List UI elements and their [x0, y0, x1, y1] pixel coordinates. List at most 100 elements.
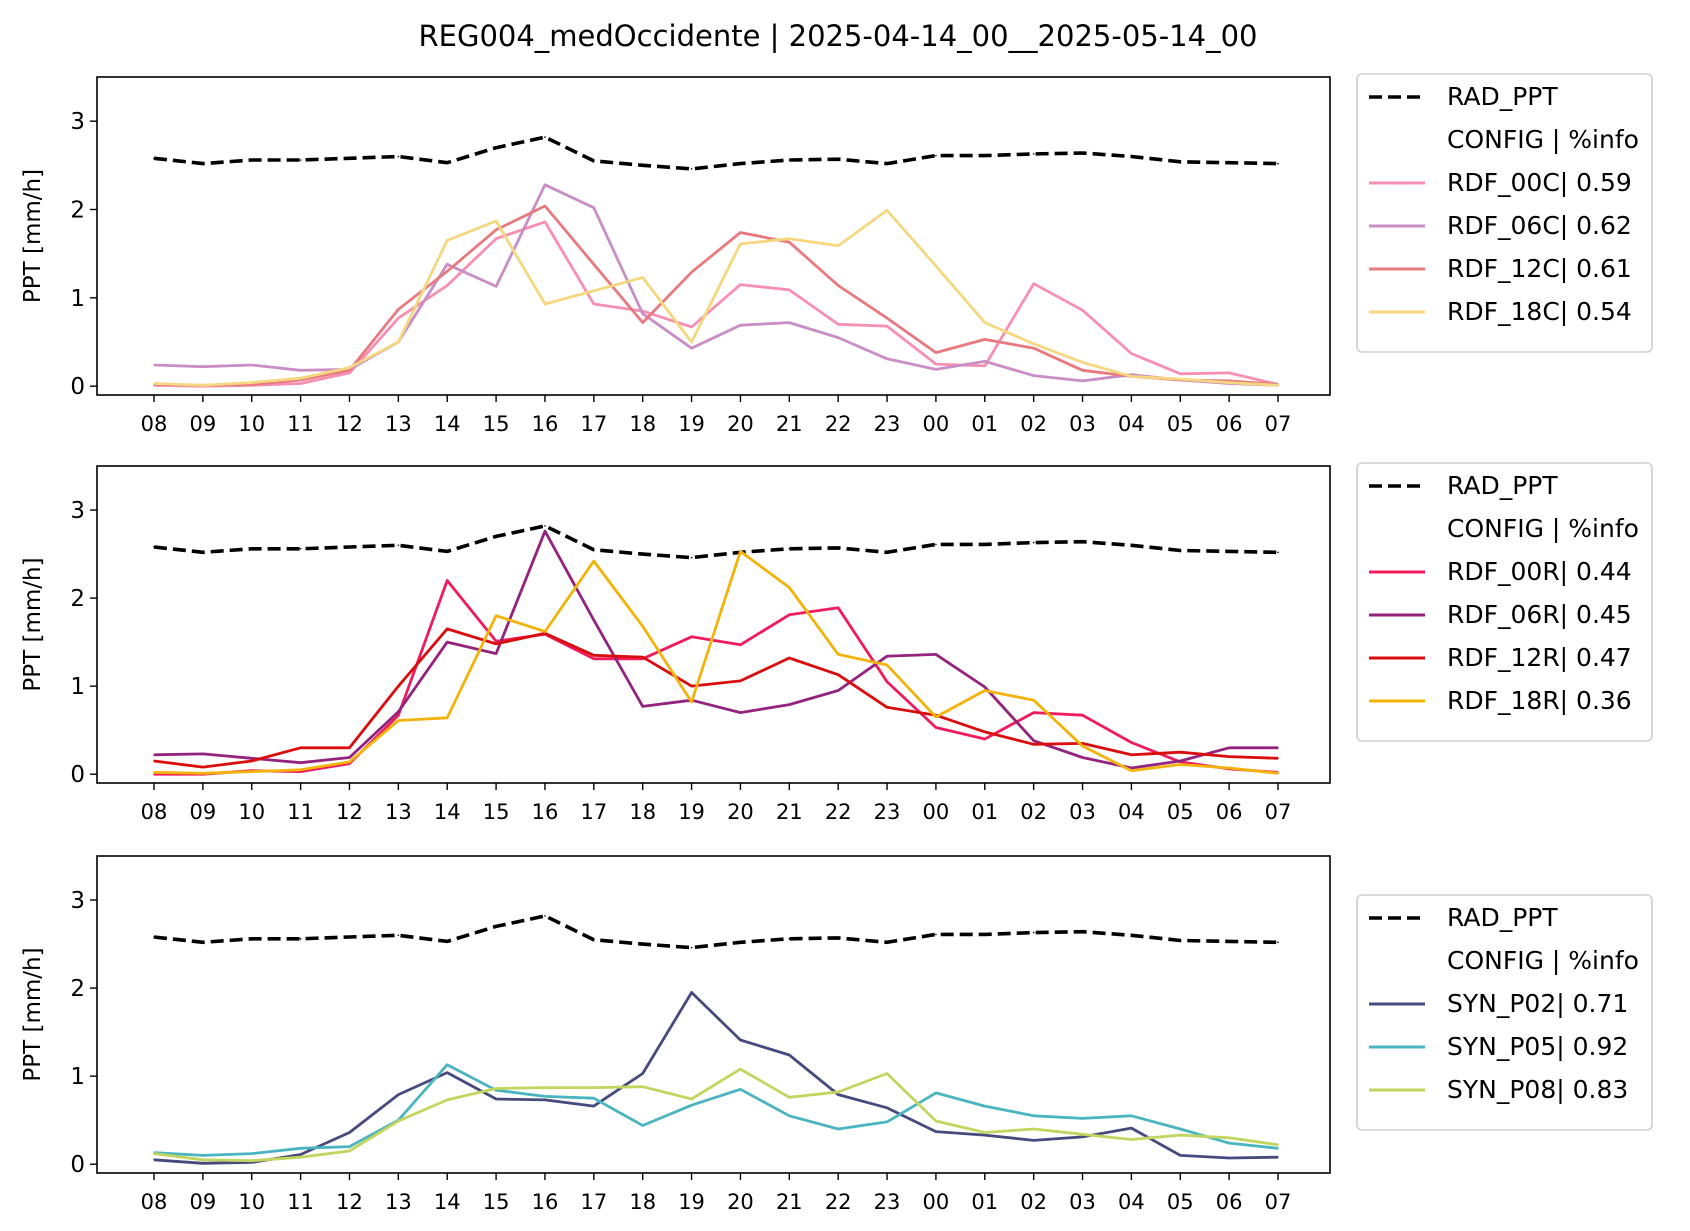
x-tick-label: 18 — [629, 412, 656, 436]
series-1 — [153, 914, 1279, 950]
data-point — [935, 154, 937, 157]
data-point — [837, 1128, 839, 1130]
data-point — [593, 263, 595, 266]
x-tick-label: 23 — [874, 412, 901, 436]
x-tick-label: 21 — [776, 1190, 803, 1214]
data-point — [788, 703, 791, 706]
data-point — [299, 937, 302, 940]
x-tick-label: 00 — [923, 800, 950, 824]
x-tick-label: 13 — [385, 412, 412, 436]
data-point — [1032, 699, 1035, 702]
x-tick-label: 14 — [434, 1190, 461, 1214]
data-point — [690, 636, 693, 638]
x-tick-label: 08 — [141, 412, 168, 436]
y-tick-label: 0 — [70, 374, 85, 400]
y-axis-label: PPT [mm/h] — [20, 557, 46, 691]
x-tick-label: 08 — [141, 1190, 168, 1214]
x-tick-label: 16 — [532, 1190, 559, 1214]
x-tick-label: 22 — [825, 412, 852, 436]
data-point — [593, 560, 595, 562]
data-point — [690, 341, 693, 343]
series-1 — [153, 524, 1279, 560]
data-point — [1179, 378, 1182, 380]
data-point — [886, 1072, 888, 1075]
data-point — [544, 530, 546, 532]
data-point — [153, 1152, 155, 1155]
x-tick-label: 17 — [580, 1190, 607, 1214]
data-point — [1228, 550, 1230, 553]
data-point — [495, 229, 497, 231]
data-point — [1032, 342, 1035, 345]
x-tick-label: 07 — [1265, 800, 1292, 824]
data-point — [1130, 741, 1133, 744]
data-point — [1032, 347, 1035, 349]
data-point — [1179, 1128, 1182, 1130]
series-line — [153, 627, 1279, 769]
data-point — [1179, 373, 1182, 375]
plot-frame — [96, 465, 1331, 784]
data-point — [250, 364, 253, 366]
data-point — [641, 656, 644, 658]
data-point — [1032, 541, 1035, 544]
data-point — [202, 365, 204, 368]
data-point — [1277, 757, 1279, 760]
data-point — [495, 1098, 497, 1100]
data-point — [788, 586, 791, 589]
series-line — [153, 135, 1279, 171]
data-point — [837, 336, 839, 339]
data-point — [1130, 769, 1133, 772]
data-point — [1032, 374, 1035, 377]
data-point — [935, 265, 937, 267]
legend: RAD_PPT CONFIG | %info SYN_P02| 0.71 SYN_P0… — [1356, 894, 1653, 1131]
data-point — [1081, 1133, 1084, 1136]
x-tick-label: 03 — [1069, 800, 1096, 824]
data-point — [983, 1105, 986, 1107]
data-point — [886, 551, 888, 554]
data-point — [593, 1097, 595, 1099]
data-point — [1179, 1154, 1182, 1157]
data-point — [544, 915, 546, 917]
data-point — [495, 237, 497, 240]
data-point — [202, 1162, 204, 1165]
data-point — [935, 1092, 937, 1094]
data-point — [348, 369, 351, 372]
data-point — [299, 547, 302, 550]
data-point — [886, 655, 888, 657]
data-point — [1032, 153, 1035, 155]
data-point — [593, 289, 595, 292]
legend-entry: RDF_18R| 0.36 — [1447, 686, 1632, 715]
y-tick-label: 1 — [70, 286, 85, 312]
data-point — [1081, 380, 1084, 382]
legend-frame — [1356, 462, 1653, 742]
legend-entry: SYN_P02| 0.71 — [1447, 989, 1628, 1018]
legend-entry: SYN_P05| 0.92 — [1447, 1032, 1628, 1061]
data-point — [202, 772, 204, 775]
data-point — [886, 162, 888, 165]
data-point — [788, 289, 791, 291]
data-point — [593, 619, 595, 621]
data-point — [1179, 161, 1182, 163]
data-point — [1228, 746, 1230, 749]
series-4 — [153, 1067, 1279, 1163]
series-line — [153, 529, 1278, 770]
x-tick-label: 23 — [874, 800, 901, 824]
data-point — [788, 1114, 791, 1117]
x-tick-label: 00 — [923, 1190, 950, 1214]
data-point — [1228, 372, 1230, 374]
data-point — [446, 550, 449, 553]
x-tick-label: 08 — [141, 800, 168, 824]
data-point — [983, 1131, 986, 1134]
data-point — [1032, 931, 1035, 934]
data-point — [935, 726, 937, 729]
data-point — [641, 276, 644, 279]
data-point — [690, 556, 693, 559]
data-point — [202, 162, 204, 165]
data-point — [1228, 381, 1230, 384]
figure-title: REG004_medOccidente | 2025-04-14_00__202… — [419, 19, 1258, 53]
data-point — [935, 716, 937, 718]
data-point — [641, 943, 644, 945]
data-point — [983, 338, 986, 341]
data-point — [1081, 309, 1084, 312]
x-tick-label: 12 — [336, 412, 363, 436]
